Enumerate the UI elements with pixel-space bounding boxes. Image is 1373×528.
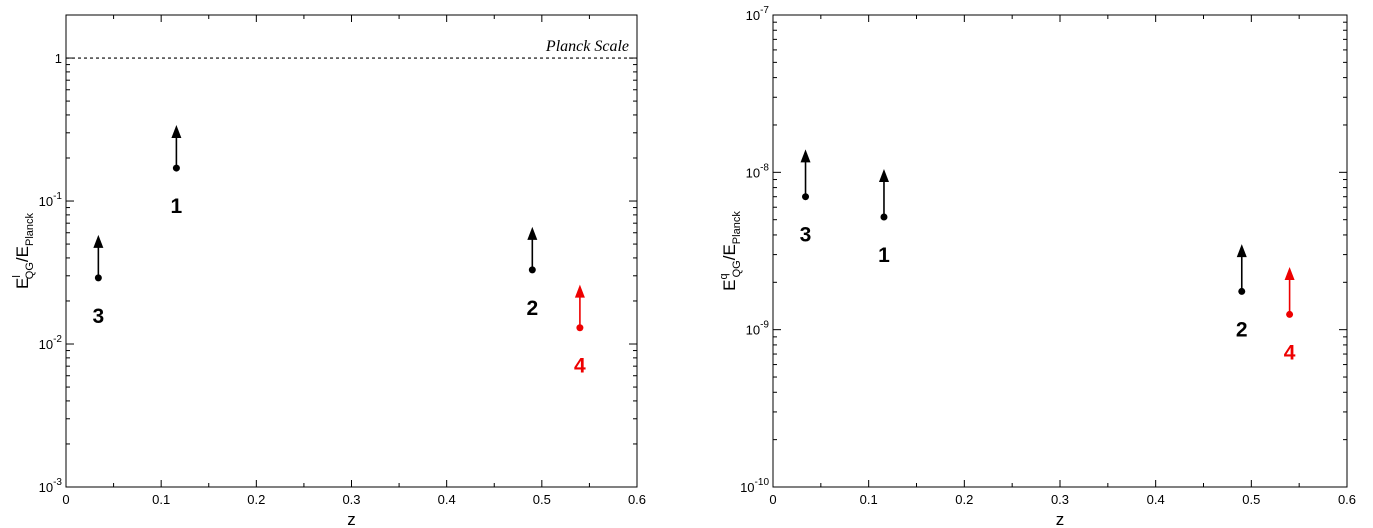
point-label: 2 xyxy=(526,297,538,320)
lower-limit-arrow-head xyxy=(878,168,889,182)
x-tick-label: 0.4 xyxy=(1147,492,1165,507)
data-point xyxy=(802,193,810,201)
right-panel: 0 0.1 0.2 0.3 0.4 0.5 0.6 10-10 10-9 10-8 10-7 z EqQ… xyxy=(718,5,1356,528)
x-axis-title: z xyxy=(347,510,356,528)
x-tick-label: 0.2 xyxy=(955,492,973,507)
plot-frame xyxy=(65,14,638,488)
x-tick-label: 0.1 xyxy=(860,492,878,507)
x-tick-label: 0 xyxy=(62,492,69,507)
data-point xyxy=(880,213,888,221)
y-axis-title: ElQG/EPlanck xyxy=(11,212,36,289)
y-axis-title: EqQG/EPlanck xyxy=(718,211,743,291)
x-axis-title: z xyxy=(1056,510,1065,528)
lower-limit-arrow-head xyxy=(574,284,585,298)
x-tick-label: 0.4 xyxy=(438,492,456,507)
data-point xyxy=(172,164,180,172)
point-label: 2 xyxy=(1236,318,1248,341)
y-tick-label: 1 xyxy=(55,51,62,66)
point-label: 3 xyxy=(800,224,812,247)
x-tick-label: 0.2 xyxy=(247,492,265,507)
x-tick-label: 0.3 xyxy=(1051,492,1069,507)
point-label: 4 xyxy=(1284,341,1296,364)
lower-limit-arrow-head xyxy=(800,149,811,163)
lower-limit-arrow-head xyxy=(527,226,538,240)
x-tick-label: 0.1 xyxy=(152,492,170,507)
data-point xyxy=(1238,287,1246,295)
left-panel: 0 0.1 0.2 0.3 0.4 0.5 0.6 10-3 10-2 10-1 1 z ElQG/EP… xyxy=(11,14,646,528)
lower-limit-arrow-head xyxy=(93,234,104,248)
point-label: 1 xyxy=(171,195,183,218)
planck-scale-label: Planck Scale xyxy=(545,38,629,55)
y-tick-label: 10-7 xyxy=(746,5,770,23)
y-tick-label: 10-9 xyxy=(746,320,770,338)
x-tick-label: 0.6 xyxy=(1338,492,1356,507)
y-tick-label: 10-10 xyxy=(740,477,769,495)
point-label: 3 xyxy=(93,305,105,328)
data-point xyxy=(1286,310,1294,318)
lower-limit-arrow-head xyxy=(1284,267,1295,281)
x-tick-label: 0.3 xyxy=(342,492,360,507)
x-tick-label: 0.5 xyxy=(1242,492,1260,507)
x-tick-label: 0.5 xyxy=(533,492,551,507)
lower-limit-arrow-head xyxy=(171,125,182,139)
lower-limit-arrow-head xyxy=(1236,244,1247,258)
y-tick-label: 10-2 xyxy=(39,334,63,352)
plot-frame xyxy=(772,14,1348,488)
y-tick-label: 10-3 xyxy=(39,477,63,495)
x-tick-label: 0.6 xyxy=(628,492,646,507)
point-label: 4 xyxy=(574,355,586,378)
x-tick-label: 0 xyxy=(769,492,776,507)
point-label: 1 xyxy=(878,244,890,267)
y-tick-label: 10-8 xyxy=(746,162,770,180)
data-point xyxy=(94,274,102,282)
data-point xyxy=(576,324,584,332)
data-point xyxy=(528,266,536,274)
y-tick-label: 10-1 xyxy=(39,191,63,209)
